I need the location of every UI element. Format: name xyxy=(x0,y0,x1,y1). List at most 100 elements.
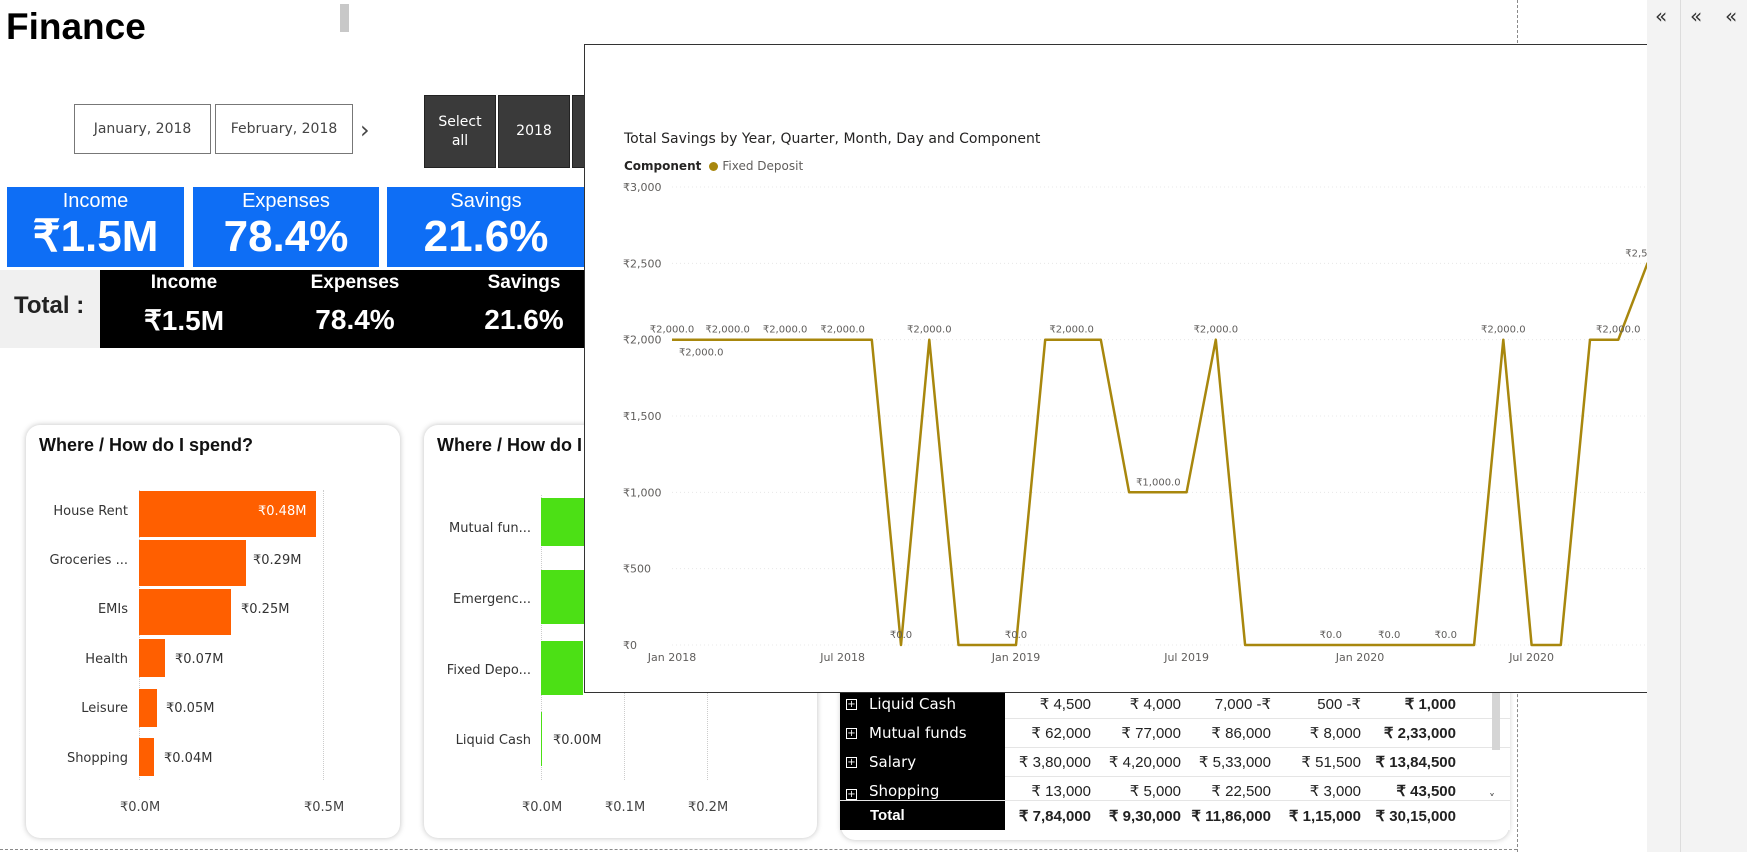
x-tick-label: Jul 2019 xyxy=(1163,651,1209,664)
matrix-total-label: Total xyxy=(840,801,1005,830)
matrix-cell: ₹ 4,20,000 xyxy=(1108,754,1181,771)
x-tick-label: Jan 2018 xyxy=(647,651,696,664)
matrix-cell: ₹ 77,000 xyxy=(1121,725,1181,742)
spend-gridline xyxy=(323,490,324,780)
x-tick-label: Jul 2018 xyxy=(819,651,865,664)
save-axis-tick: ₹0.0M xyxy=(522,800,563,815)
matrix-row-header[interactable]: + Mutual funds xyxy=(840,718,1005,748)
y-tick-label: ₹2,000 xyxy=(623,334,662,347)
spend-axis-tick: ₹0.0M xyxy=(120,800,161,815)
collapse-visualizations-icon[interactable]: « xyxy=(1690,4,1703,28)
matrix-row-header[interactable]: + Salary xyxy=(840,747,1005,777)
spend-value-label: ₹0.25M xyxy=(241,602,290,617)
spend-value-label: ₹0.05M xyxy=(166,701,215,716)
expand-icon[interactable]: + xyxy=(846,789,857,800)
save-bar[interactable] xyxy=(541,712,542,766)
expand-icon[interactable]: + xyxy=(846,727,857,739)
matrix-total-cell: ₹ 1,15,000 xyxy=(1288,807,1361,825)
save-axis-tick: ₹0.2M xyxy=(688,800,729,815)
line-chart-legend[interactable]: Component Fixed Deposit xyxy=(624,159,803,173)
spend-category-label: House Rent xyxy=(53,504,128,519)
save-gridline xyxy=(541,495,542,780)
scroll-marker[interactable] xyxy=(340,4,349,32)
series-line-fixed-deposit[interactable] xyxy=(672,262,1705,647)
total-value-expenses: 78.4% xyxy=(315,304,395,335)
data-label: ₹2,000.0 xyxy=(820,325,865,336)
matrix-cell: ₹ 5,33,000 xyxy=(1198,754,1271,771)
x-tick-label: Jan 2020 xyxy=(1335,651,1384,664)
save-value-label: ₹0.00M xyxy=(553,733,602,748)
spend-value-label: ₹0.29M xyxy=(253,553,302,568)
month-slicer-item[interactable]: January, 2018 xyxy=(74,104,211,154)
data-label: ₹2,000.0 xyxy=(679,348,724,359)
spend-bar[interactable] xyxy=(139,589,231,635)
canvas-bottom-border xyxy=(0,849,1517,850)
spend-category-label: EMIs xyxy=(97,602,128,617)
kpi-label: Expenses xyxy=(242,190,330,212)
legend-item-fixed-deposit[interactable]: Fixed Deposit xyxy=(722,159,804,173)
total-label: Total : xyxy=(14,292,85,319)
spend-category-label: Health xyxy=(85,652,128,667)
matrix-row-header[interactable]: + Shopping xyxy=(840,777,1005,800)
data-label: ₹2,000.0 xyxy=(650,325,695,336)
collapse-fields-icon[interactable]: « xyxy=(1725,4,1738,28)
right-panel xyxy=(1647,0,1747,852)
total-value-income: ₹1.5M xyxy=(143,305,225,336)
kpi-label: Savings xyxy=(450,190,522,212)
matrix-row[interactable]: + Salary ₹ 3,80,000 ₹ 4,20,000 ₹ 5,33,000… xyxy=(840,747,1510,777)
page-title: Finance xyxy=(6,6,146,47)
matrix-cell: ₹ 3,000 xyxy=(1309,783,1361,800)
kpi-card-income: Income ₹1.5M xyxy=(7,187,184,267)
data-label: ₹2,000.0 xyxy=(705,325,750,336)
x-tick-label: Jul 2020 xyxy=(1508,651,1554,664)
spend-chart-title: Where / How do I spend? xyxy=(39,435,254,455)
line-chart-plot[interactable]: ₹0 ₹500 ₹1,000 ₹1,500 ₹2,000 ₹2,500 ₹3,000 Jan … xyxy=(585,45,1734,692)
matrix-row-total: ₹ 1,000 xyxy=(1404,696,1456,713)
legend-marker xyxy=(709,161,719,171)
matrix-row[interactable]: + Mutual funds ₹ 62,000 ₹ 77,000 ₹ 86,000… xyxy=(840,718,1510,748)
matrix-row-header[interactable]: + Liquid Cash xyxy=(840,689,1005,719)
total-values-panel xyxy=(100,270,590,348)
matrix-row-total: ₹ 2,33,000 xyxy=(1383,725,1456,742)
expand-icon[interactable]: + xyxy=(846,698,857,710)
matrix-cell: ₹ 86,000 xyxy=(1211,725,1271,742)
spend-value-label: ₹0.07M xyxy=(175,652,224,667)
matrix-cell: 7,000 -₹ xyxy=(1214,696,1271,713)
collapse-filters-icon[interactable]: « xyxy=(1655,4,1668,28)
line-chart-popup[interactable] xyxy=(584,44,1735,693)
scroll-down-icon[interactable]: ˅ xyxy=(1489,792,1495,806)
matrix-table: + Liquid Cash ₹ 4,500 ₹ 4,000 7,000 -₹ 50… xyxy=(840,689,1510,830)
data-label: ₹0.0 xyxy=(1005,630,1027,641)
expand-icon[interactable]: + xyxy=(846,756,857,768)
spend-bar[interactable] xyxy=(139,738,154,776)
y-tick-label: ₹2,500 xyxy=(623,257,662,270)
total-header-expenses: Expenses xyxy=(310,272,400,293)
save-bar[interactable] xyxy=(541,570,587,624)
year-slicer-select-all[interactable]: Select all xyxy=(424,95,496,168)
spend-bar[interactable] xyxy=(139,689,158,727)
save-category-label: Fixed Depo... xyxy=(446,663,531,678)
spend-category-label: Groceries ... xyxy=(49,553,129,568)
matrix-row-label: Salary xyxy=(869,753,917,771)
matrix-total-row: Total ₹ 7,84,000 ₹ 9,30,000 ₹ 11,86,000 … xyxy=(840,801,1510,830)
kpi-value: ₹1.5M xyxy=(32,212,159,261)
y-tick-label: ₹0 xyxy=(623,639,637,652)
year-slicer-item[interactable]: 2018 xyxy=(498,95,570,168)
spend-bar[interactable] xyxy=(139,639,165,677)
save-bar[interactable] xyxy=(541,641,583,695)
matrix-cell: ₹ 4,500 xyxy=(1039,696,1091,713)
matrix-row[interactable]: + Shopping ₹ 13,000 ₹ 5,000 ₹ 22,500 ₹ 3,… xyxy=(840,777,1510,801)
kpi-card-expenses: Expenses 78.4% xyxy=(193,187,379,267)
kpi-value: 78.4% xyxy=(223,212,349,261)
matrix-scrollbar[interactable] xyxy=(1492,690,1500,750)
month-slicer-item[interactable]: February, 2018 xyxy=(215,104,353,154)
data-label: ₹0.0 xyxy=(1378,630,1400,641)
spend-bar[interactable] xyxy=(139,540,246,586)
kpi-value: 21.6% xyxy=(423,212,549,261)
matrix-row[interactable]: + Liquid Cash ₹ 4,500 ₹ 4,000 7,000 -₹ 50… xyxy=(840,689,1510,719)
legend-title: Component xyxy=(624,159,702,173)
spend-bar[interactable] xyxy=(139,491,316,537)
chevron-right-icon[interactable]: › xyxy=(360,116,370,144)
data-label: ₹2,000.0 xyxy=(1049,325,1094,336)
data-label: ₹1,000.0 xyxy=(1136,477,1181,488)
